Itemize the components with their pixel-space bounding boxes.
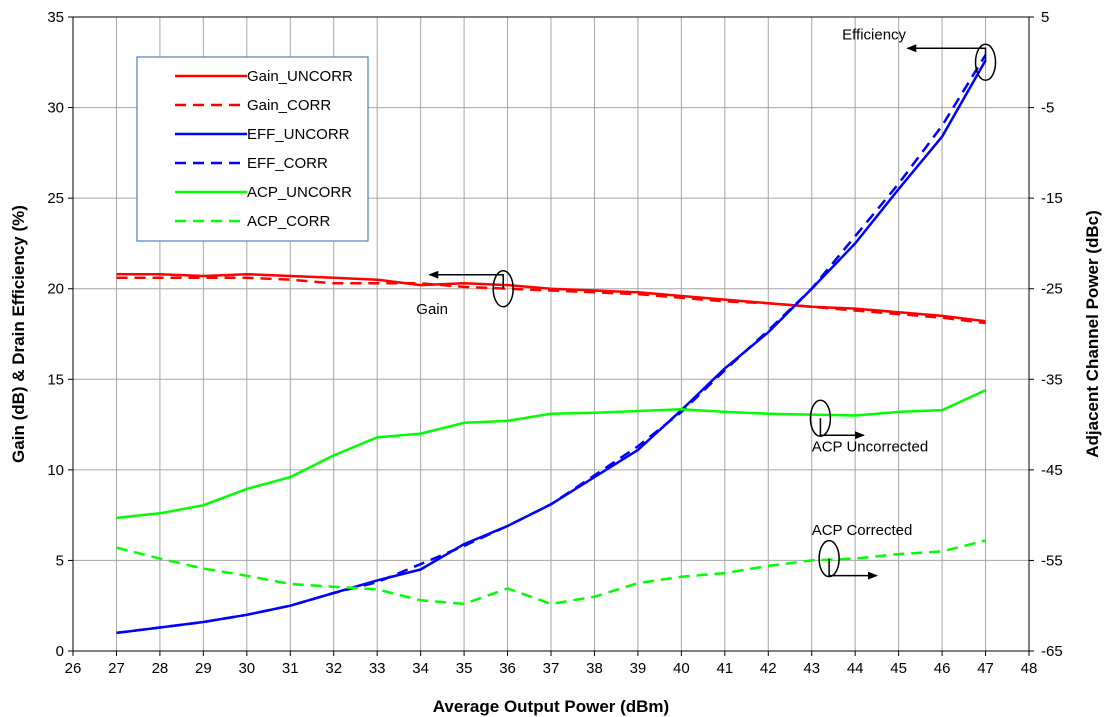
x-tick-label: 28 [152, 660, 169, 677]
x-tick-label: 26 [65, 660, 82, 677]
x-tick-label: 42 [760, 660, 777, 677]
left-axis-ticks: 0 5 10 15 20 25 30 35 [47, 9, 73, 660]
right-tick-label: 5 [1041, 9, 1049, 26]
series-line-acp-uncorr [116, 389, 987, 520]
right-axis-title: Adjacent Channel Power (dBc) [1083, 210, 1102, 457]
x-tick-label: 41 [716, 660, 733, 677]
x-tick-label: 31 [282, 660, 299, 677]
x-tick-label: 36 [499, 660, 516, 677]
x-tick-label: 35 [456, 660, 473, 677]
annotation-label: Efficiency [842, 27, 906, 44]
x-axis-title: Average Output Power (dBm) [433, 697, 669, 716]
x-tick-label: 47 [977, 660, 994, 677]
left-tick-label: 25 [47, 190, 64, 207]
legend-box [136, 56, 369, 242]
left-tick-label: 15 [47, 371, 64, 388]
x-tick-label: 45 [890, 660, 907, 677]
right-tick-label: -5 [1041, 100, 1054, 117]
annotations: Efficiency Gain ACP Uncorrected ACP Correct… [416, 27, 997, 580]
left-tick-label: 10 [47, 462, 64, 479]
legend-entry-label: EFF_UNCORR [247, 126, 350, 143]
x-tick-label: 32 [325, 660, 342, 677]
right-tick-label: -35 [1041, 371, 1063, 388]
x-tick-label: 40 [673, 660, 690, 677]
x-axis-ticks: 26 27 28 29 30 31 32 33 34 35 36 37 38 39 40 41 42 43 44 45… [65, 651, 1038, 677]
right-tick-label: -65 [1041, 643, 1063, 660]
series-line-acp-corr [116, 539, 986, 606]
right-tick-label: -15 [1041, 190, 1063, 207]
annotation-label: Gain [416, 301, 448, 318]
acp-corrected-callout-arrow [828, 558, 878, 580]
gain-callout-ellipse [492, 269, 514, 308]
annotation-label: ACP Uncorrected [812, 439, 928, 456]
efficiency-callout-ellipse [974, 43, 997, 82]
x-tick-label: 33 [369, 660, 386, 677]
left-tick-label: 35 [47, 9, 64, 26]
left-tick-label: 5 [56, 552, 64, 569]
acp-corrected-callout-ellipse [818, 539, 840, 578]
gain-callout-arrow [428, 270, 504, 289]
x-tick-label: 29 [195, 660, 212, 677]
legend: Gain_UNCORR Gain_CORR EFF_UNCORR EFF_CORR AC… [136, 56, 369, 242]
right-tick-label: -45 [1041, 462, 1063, 479]
acp-uncorrected-callout-ellipse [809, 399, 832, 437]
series-line-gain-corr [116, 276, 986, 325]
legend-entry-label: Gain_CORR [247, 97, 331, 114]
x-tick-label: 27 [108, 660, 125, 677]
right-tick-label: -55 [1041, 552, 1063, 569]
x-tick-label: 38 [586, 660, 603, 677]
legend-entry-label: ACP_CORR [247, 213, 331, 230]
x-tick-label: 39 [630, 660, 647, 677]
efficiency-callout-arrow [906, 44, 987, 63]
annotation-label: ACP Corrected [812, 522, 913, 539]
x-tick-label: 34 [412, 660, 429, 677]
right-axis-ticks: -65-55-45-35-25-15-55 [1029, 9, 1063, 660]
left-tick-label: 0 [56, 643, 64, 660]
left-tick-label: 30 [47, 100, 64, 117]
x-tick-label: 44 [847, 660, 864, 677]
legend-entry-label: ACP_UNCORR [247, 184, 352, 201]
x-tick-label: 46 [934, 660, 951, 677]
series-group [116, 54, 987, 635]
legend-entry-label: EFF_CORR [247, 155, 328, 172]
x-tick-label: 43 [803, 660, 820, 677]
series-line-eff-corr [116, 54, 987, 635]
left-axis-title: Gain (dB) & Drain Efficiency (%) [9, 205, 28, 463]
acp-uncorrected-callout-arrow [819, 418, 865, 440]
series-line-gain-uncorr [116, 272, 986, 323]
x-tick-label: 30 [238, 660, 255, 677]
x-tick-label: 48 [1021, 660, 1038, 677]
right-tick-label: -25 [1041, 281, 1063, 298]
legend-entry-label: Gain_UNCORR [247, 68, 353, 85]
left-tick-label: 20 [47, 281, 64, 298]
x-tick-label: 37 [543, 660, 560, 677]
